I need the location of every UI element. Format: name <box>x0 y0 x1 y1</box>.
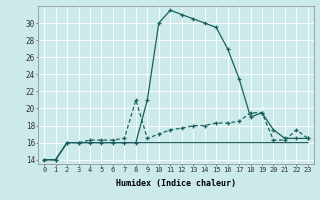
X-axis label: Humidex (Indice chaleur): Humidex (Indice chaleur) <box>116 179 236 188</box>
